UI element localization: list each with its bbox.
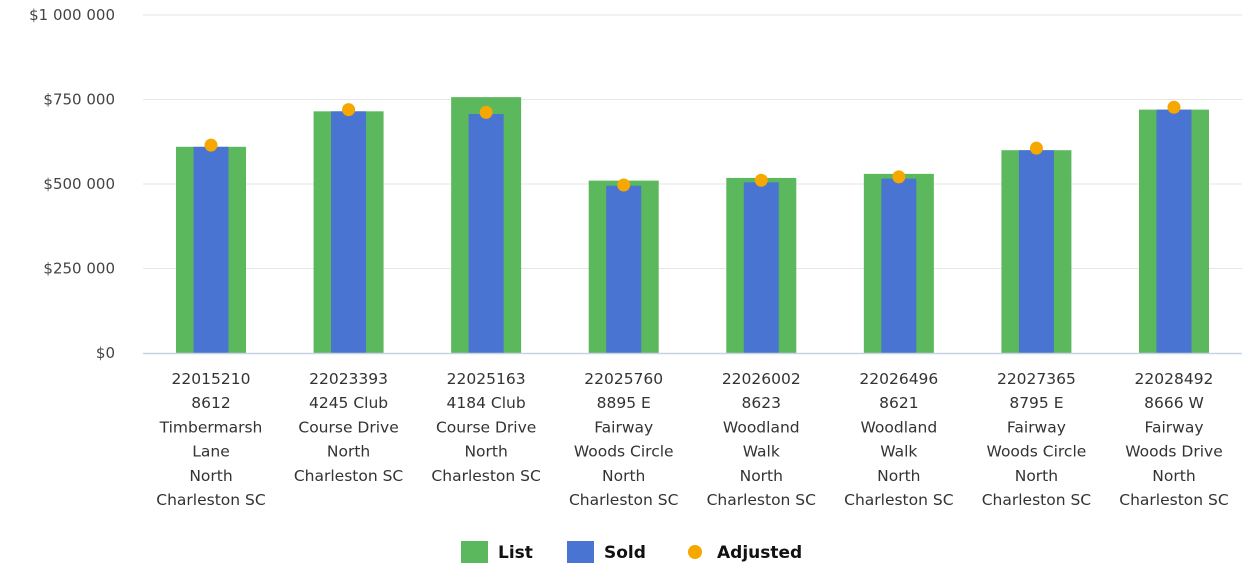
x-tick-label-line: 22028492 xyxy=(1135,370,1214,388)
x-tick-label-line: Woodland xyxy=(723,418,800,436)
point-adjusted[interactable] xyxy=(1029,141,1043,155)
x-tick-label-line: 8621 xyxy=(879,394,918,412)
legend-swatch-adjusted[interactable] xyxy=(688,545,702,559)
x-tick-label: 22026496 8621 Woodland Walk North Charleston … xyxy=(844,370,953,509)
x-tick-label-line: 22023393 xyxy=(309,370,388,388)
x-tick-label-line: Charleston SC xyxy=(844,491,953,509)
x-tick-label-line: Course Drive xyxy=(436,418,536,436)
x-tick-label-line: North xyxy=(1015,467,1058,485)
x-tick-label-line: Charleston SC xyxy=(707,491,816,509)
x-tick-label-line: North xyxy=(464,443,507,461)
x-tick-label-line: North xyxy=(740,467,783,485)
y-tick-label: $0 xyxy=(96,344,115,362)
point-adjusted[interactable] xyxy=(754,173,768,187)
bar-sold[interactable] xyxy=(468,114,504,353)
x-tick-label: 22015210 8612 Timbermarsh Lane North Charlest… xyxy=(156,370,265,509)
legend-label-sold[interactable]: Sold xyxy=(604,543,646,563)
legend-swatch-sold[interactable] xyxy=(567,541,594,563)
x-tick-label-line: North xyxy=(1152,467,1195,485)
x-tick-label-line: Charleston SC xyxy=(982,491,1091,509)
x-tick-label: 22025163 4184 Club Course Drive North Charle… xyxy=(431,370,540,485)
x-tick-label-line: 8895 E xyxy=(597,394,651,412)
bar-sold[interactable] xyxy=(606,185,642,353)
bar-sold[interactable] xyxy=(881,178,917,353)
x-tick-label-line: Woods Circle xyxy=(987,443,1087,461)
x-tick-label-line: Walk xyxy=(880,443,917,461)
x-tick-label-line: 4245 Club xyxy=(309,394,388,412)
x-tick-label-line: Timbermarsh xyxy=(159,418,263,436)
x-tick-label: 22025760 8895 E Fairway Woods Circle North Ch… xyxy=(569,370,678,509)
point-adjusted[interactable] xyxy=(892,170,906,184)
x-tick-label-line: Lane xyxy=(192,443,230,461)
legend-label-adjusted[interactable]: Adjusted xyxy=(717,543,802,563)
x-tick-label-line: 22026496 xyxy=(859,370,938,388)
x-tick-label-line: North xyxy=(602,467,645,485)
point-adjusted[interactable] xyxy=(617,178,631,192)
x-tick-label-line: North xyxy=(327,443,370,461)
point-adjusted[interactable] xyxy=(342,103,356,117)
y-tick-label: $250 000 xyxy=(43,260,115,278)
y-tick-label: $1 000 000 xyxy=(29,6,115,24)
x-tick-label-line: Course Drive xyxy=(298,418,398,436)
x-tick-label-line: 22025163 xyxy=(447,370,526,388)
bar-sold[interactable] xyxy=(1156,109,1192,353)
x-tick-label-line: 22015210 xyxy=(172,370,251,388)
x-tick-label-line: Woods Circle xyxy=(574,443,674,461)
x-tick-label-line: Walk xyxy=(743,443,780,461)
point-adjusted[interactable] xyxy=(204,138,218,152)
x-tick-label-line: Fairway xyxy=(1007,418,1066,436)
y-axis: $0 $250 000 $500 000 $750 000 $1 000 000 xyxy=(29,6,115,362)
legend-label-list[interactable]: List xyxy=(498,543,533,563)
x-axis: 22015210 8612 Timbermarsh Lane North Charlest… xyxy=(143,352,1242,509)
x-tick-label: 22026002 8623 Woodland Walk North Charleston … xyxy=(707,370,816,509)
bar-sold[interactable] xyxy=(193,146,229,353)
x-tick-label-line: North xyxy=(877,467,920,485)
x-tick-label-line: Charleston SC xyxy=(156,491,265,509)
x-tick-label-line: North xyxy=(189,467,232,485)
point-adjusted[interactable] xyxy=(479,105,493,119)
x-tick-label-line: Woodland xyxy=(860,418,937,436)
x-tick-label-line: Charleston SC xyxy=(569,491,678,509)
x-tick-label-line: 22026002 xyxy=(722,370,801,388)
x-tick-label: 22028492 8666 W Fairway Woods Drive North Cha… xyxy=(1119,370,1228,509)
y-tick-label: $750 000 xyxy=(43,91,115,109)
point-adjusted[interactable] xyxy=(1167,100,1181,114)
x-tick-label-line: Charleston SC xyxy=(1119,491,1228,509)
x-tick-label-line: 8623 xyxy=(742,394,781,412)
x-tick-label: 22027365 8795 E Fairway Woods Circle North Ch… xyxy=(982,370,1091,509)
legend-swatch-list[interactable] xyxy=(461,541,488,563)
legend: List Sold Adjusted xyxy=(461,541,802,563)
x-tick-label: 22023393 4245 Club Course Drive North Charle… xyxy=(294,370,403,485)
x-tick-label-line: Fairway xyxy=(1144,418,1203,436)
x-tick-label-line: 8666 W xyxy=(1144,394,1204,412)
x-tick-label-line: Charleston SC xyxy=(431,467,540,485)
y-tick-label: $500 000 xyxy=(43,175,115,193)
bar-sold[interactable] xyxy=(1018,150,1054,353)
x-tick-label-line: Woods Drive xyxy=(1125,443,1223,461)
x-tick-label-line: 22025760 xyxy=(584,370,663,388)
bar-sold[interactable] xyxy=(331,111,367,353)
x-tick-label-line: 8612 xyxy=(191,394,230,412)
grid-lines xyxy=(143,14,1242,269)
x-tick-label-line: 4184 Club xyxy=(447,394,526,412)
bar-sold[interactable] xyxy=(743,182,779,353)
bars xyxy=(176,97,1209,353)
x-tick-label-line: 8795 E xyxy=(1009,394,1063,412)
x-tick-label-line: Fairway xyxy=(594,418,653,436)
x-tick-label-line: 22027365 xyxy=(997,370,1076,388)
x-tick-label-line: Charleston SC xyxy=(294,467,403,485)
